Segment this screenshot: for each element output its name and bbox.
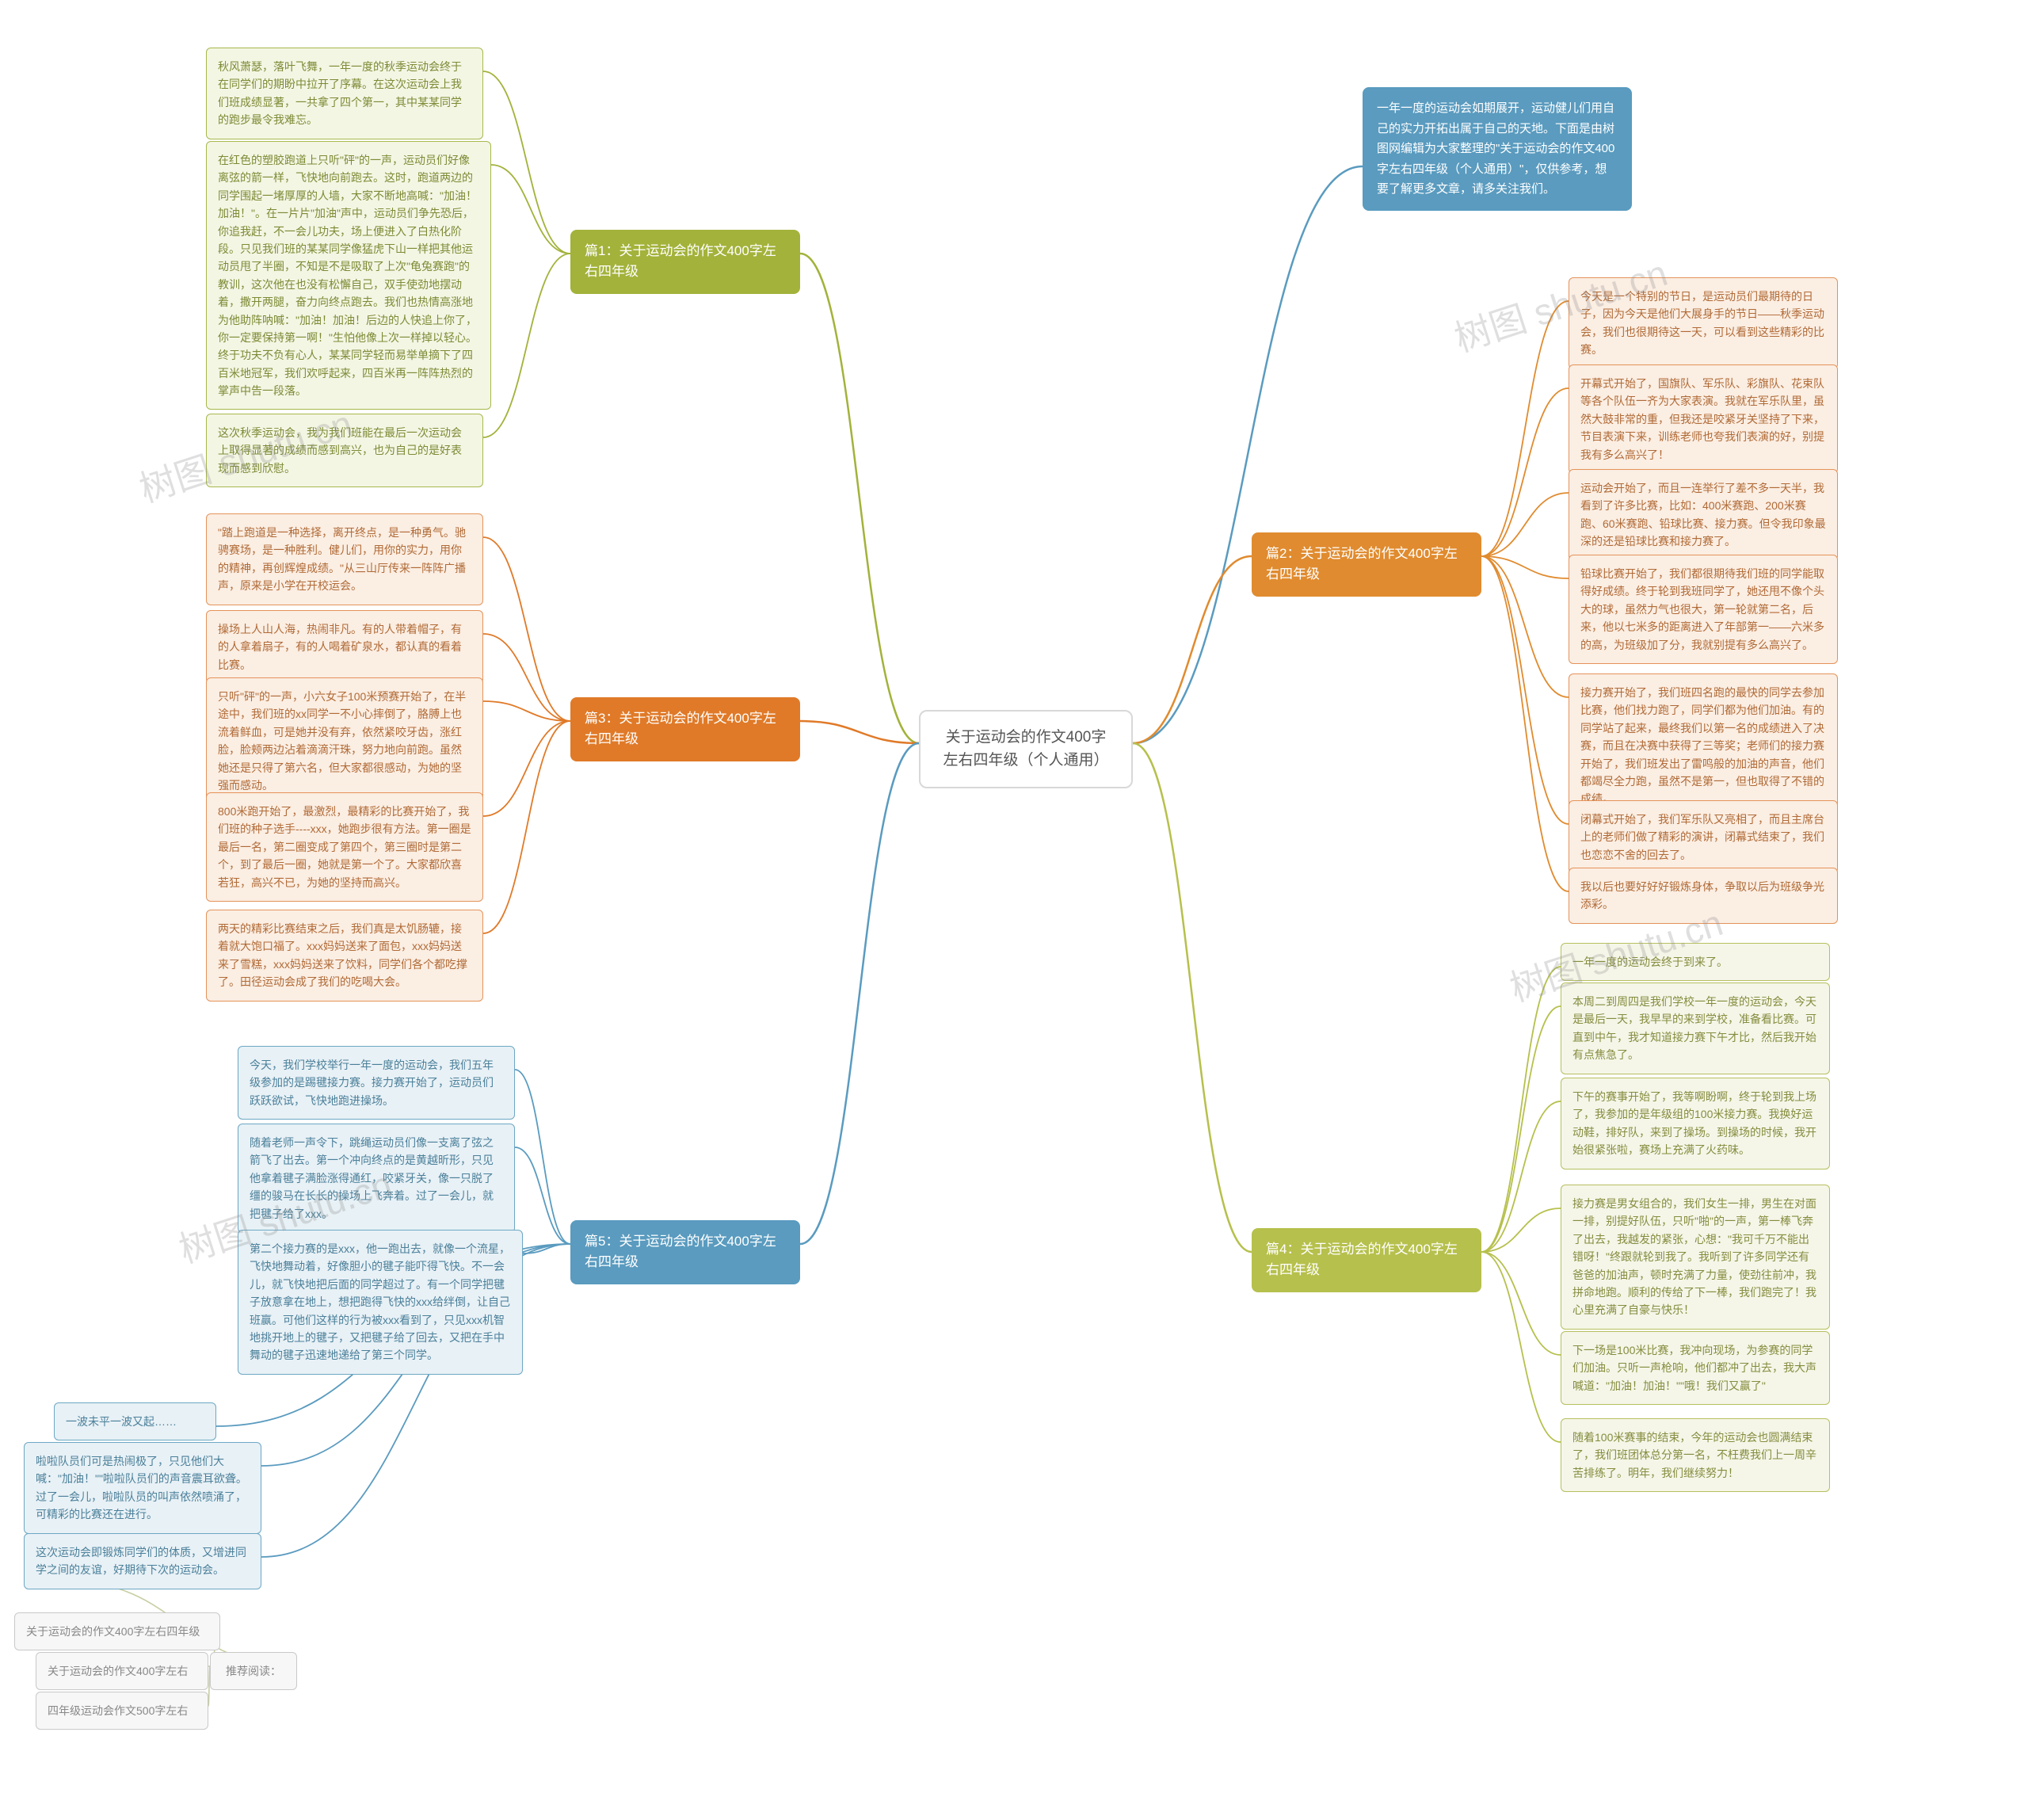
leaf-node: 本周二到周四是我们学校一年一度的运动会，今天是最后一天，我早早的来到学校，准备看… xyxy=(1561,982,1830,1074)
branch-node-b5: 篇5：关于运动会的作文400字左右四年级 xyxy=(570,1220,800,1284)
leaf-node: 啦啦队员们可是热闹极了，只见他们大喊："加油！""啦啦队员们的声音震耳欲聋。过了… xyxy=(24,1442,261,1534)
leaf-node: 第二个接力赛的是xxx，他一跑出去，就像一个流星，飞快地舞动着，好像胆小的毽子能… xyxy=(238,1230,523,1375)
branch-node-b4: 篇4：关于运动会的作文400字左右四年级 xyxy=(1252,1228,1481,1292)
recommend-item: 关于运动会的作文400字左右四年级 xyxy=(14,1612,220,1650)
branch-node-b3: 篇3：关于运动会的作文400字左右四年级 xyxy=(570,697,800,761)
leaf-node: 我以后也要好好好锻炼身体，争取以后为班级争光添彩。 xyxy=(1569,868,1838,924)
leaf-node: 随着100米赛事的结束，今年的运动会也圆满结束了，我们班团体总分第一名，不枉费我… xyxy=(1561,1418,1830,1492)
branch-node-b1: 篇1：关于运动会的作文400字左右四年级 xyxy=(570,230,800,294)
leaf-node: 铅球比赛开始了，我们都很期待我们班的同学能取得好成绩。终于轮到我班同学了，她还甩… xyxy=(1569,555,1838,664)
leaf-node: 接力赛是男女组合的，我们女生一排，男生在对面一排，别提好队伍，只听"啪"的一声，… xyxy=(1561,1185,1830,1330)
leaf-node: 下午的赛事开始了，我等啊盼啊，终于轮到我上场了，我参加的是年级组的100米接力赛… xyxy=(1561,1078,1830,1169)
leaf-node: "踏上跑道是一种选择，离开终点，是一种勇气。驰骋赛场，是一种胜利。健儿们，用你的… xyxy=(206,513,483,605)
leaf-node: 这次运动会即锻炼同学们的体质，又增进同学之间的友谊，好期待下次的运动会。 xyxy=(24,1533,261,1589)
leaf-node: 今天，我们学校举行一年一度的运动会，我们五年级参加的是踢毽接力赛。接力赛开始了，… xyxy=(238,1046,515,1120)
leaf-node: 一波未平一波又起…… xyxy=(54,1402,216,1440)
leaf-node: 接力赛开始了，我们班四名跑的最快的同学去参加比赛，他们找力跑了，同学们都为他们加… xyxy=(1569,673,1838,818)
leaf-node: 闭幕式开始了，我们军乐队又亮相了，而且主席台上的老师们做了精彩的演讲，闭幕式结束… xyxy=(1569,800,1838,874)
leaf-node: 操场上人山人海，热闹非凡。有的人带着帽子，有的人拿着扇子，有的人喝着矿泉水，都认… xyxy=(206,610,483,684)
leaf-node: 在红色的塑胶跑道上只听"砰"的一声，运动员们好像离弦的箭一样，飞快地向前跑去。这… xyxy=(206,141,491,410)
leaf-node: 只听"砰"的一声，小六女子100米预赛开始了，在半途中，我们班的xx同学一不小心… xyxy=(206,677,483,804)
intro-node: 一年一度的运动会如期展开，运动健儿们用自己的实力开拓出属于自己的天地。下面是由树… xyxy=(1363,87,1632,211)
leaf-node: 这次秋季运动会，我为我们班能在最后一次运动会上取得显著的成绩而感到高兴，也为自己… xyxy=(206,414,483,487)
leaf-node: 运动会开始了，而且一连举行了差不多一天半，我看到了许多比赛，比如：400米赛跑、… xyxy=(1569,469,1838,561)
leaf-node: 下一场是100米比赛，我冲向现场，为参赛的同学们加油。只听一声枪响，他们都冲了出… xyxy=(1561,1331,1830,1405)
recommend-item: 四年级运动会作文500字左右 xyxy=(36,1692,208,1730)
branch-node-b2: 篇2：关于运动会的作文400字左右四年级 xyxy=(1252,532,1481,597)
leaf-node: 两天的精彩比赛结束之后，我们真是太饥肠辘，接着就大饱口福了。xxx妈妈送来了面包… xyxy=(206,910,483,1002)
leaf-node: 开幕式开始了，国旗队、军乐队、彩旗队、花束队等各个队伍一齐为大家表演。我就在军乐… xyxy=(1569,364,1838,474)
leaf-node: 今天是一个特别的节日，是运动员们最期待的日子，因为今天是他们大展身手的节日——秋… xyxy=(1569,277,1838,369)
recommend-label: 推荐阅读： xyxy=(210,1652,297,1690)
leaf-node: 秋风萧瑟，落叶飞舞，一年一度的秋季运动会终于在同学们的期盼中拉开了序幕。在这次运… xyxy=(206,48,483,139)
leaf-node: 随着老师一声令下，跳绳运动员们像一支离了弦之箭飞了出去。第一个冲向终点的是黄越昕… xyxy=(238,1124,515,1233)
recommend-item: 关于运动会的作文400字左右 xyxy=(36,1652,208,1690)
leaf-node: 800米跑开始了，最激烈，最精彩的比赛开始了，我们班的种子选手----xxx，她… xyxy=(206,792,483,902)
center-node: 关于运动会的作文400字左右四年级（个人通用） xyxy=(919,710,1133,788)
leaf-node: 一年一度的运动会终于到来了。 xyxy=(1561,943,1830,981)
